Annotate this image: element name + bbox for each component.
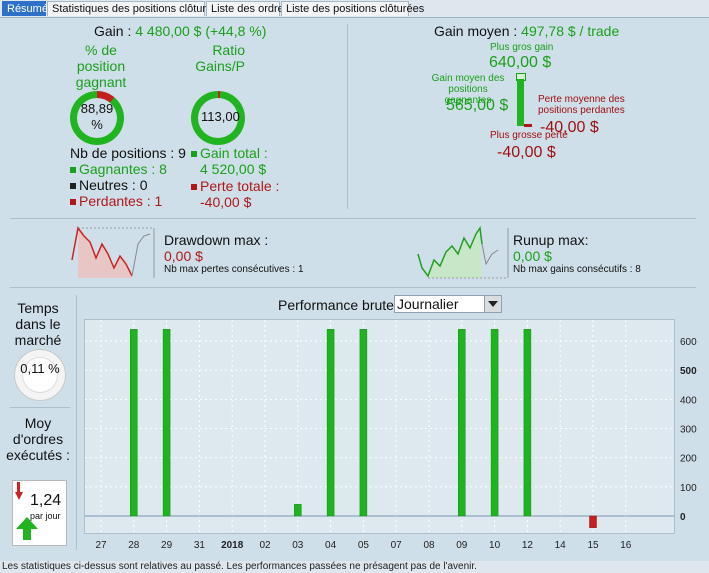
drawdown-title: Drawdown max : bbox=[164, 232, 269, 248]
total-loss-label-text: Perte totale : bbox=[200, 178, 280, 194]
time-in-market-title: Temps dans le marché bbox=[14, 300, 62, 348]
x-tick-label: 02 bbox=[259, 540, 271, 551]
drawdown-sparkline bbox=[71, 226, 155, 278]
x-tick-label: 07 bbox=[391, 540, 403, 551]
x-tick-label: 31 bbox=[194, 540, 206, 551]
tab-closed-position-stats[interactable]: Statistiques des positions clôturées bbox=[47, 1, 224, 16]
positions-count: Nb de positions : 9 bbox=[70, 145, 186, 161]
neutral-count: Neutres : 0 bbox=[70, 177, 147, 193]
period-select[interactable]: Journalier bbox=[394, 295, 502, 313]
y-tick-label: 400 bbox=[680, 395, 697, 406]
avg-losing-label: Perte moyenne des positions perdantes bbox=[538, 94, 625, 116]
x-tick-label: 2018 bbox=[221, 540, 244, 551]
performance-title: Performance brute bbox=[278, 297, 394, 313]
y-tick-label: 300 bbox=[680, 425, 697, 436]
runup-title: Runup max: bbox=[513, 232, 589, 248]
losing-count: Perdantes : 1 bbox=[70, 193, 162, 209]
total-loss-value: -40,00 $ bbox=[200, 194, 252, 210]
y-tick-label: 600 bbox=[680, 337, 697, 348]
avg-orders-value: 1,24 bbox=[30, 492, 62, 509]
winning-pct-value: 88,89 % bbox=[80, 101, 114, 132]
divider-vertical bbox=[76, 295, 77, 550]
divider-horizontal bbox=[10, 407, 70, 408]
total-loss-label: Perte totale : bbox=[191, 178, 279, 194]
biggest-gain-value: 640,00 $ bbox=[489, 54, 552, 71]
tab-resume[interactable]: Résumé bbox=[2, 1, 48, 16]
biggest-loss-label: Plus grosse perte bbox=[490, 130, 568, 141]
gain-value: 4 480,00 $ bbox=[135, 23, 202, 39]
total-gain-label-text: Gain total : bbox=[200, 145, 268, 161]
avg-gain-label: Gain moyen : bbox=[434, 23, 518, 39]
avg-losing-value: -40,00 $ bbox=[540, 119, 599, 136]
time-in-market-value: 0,11 % bbox=[20, 361, 60, 376]
red-square-icon bbox=[70, 199, 76, 206]
y-tick-label: 500 bbox=[680, 366, 697, 377]
avg-winning-value: 565,00 $ bbox=[446, 97, 509, 114]
runup-detail: Nb max gains consécutifs : 8 bbox=[513, 264, 641, 275]
drawdown-value: 0,00 $ bbox=[164, 248, 203, 264]
avg-orders-unit: par jour bbox=[30, 511, 61, 521]
biggest-loss-value: -40,00 $ bbox=[497, 144, 556, 161]
divider-horizontal bbox=[10, 287, 696, 288]
loss-scale-bar bbox=[524, 124, 532, 127]
divider-vertical bbox=[347, 24, 348, 209]
total-gain-value: 4 520,00 $ bbox=[200, 161, 267, 177]
red-square-icon bbox=[191, 184, 197, 191]
tab-closed-positions-list[interactable]: Liste des positions clôturées bbox=[281, 1, 424, 16]
drawdown-detail: Nb max pertes consécutives : 1 bbox=[164, 264, 304, 275]
ratio-value: 113,00 bbox=[201, 109, 240, 124]
gain-scale-bar bbox=[517, 79, 524, 126]
x-tick-label: 04 bbox=[325, 540, 337, 551]
biggest-gain-label: Plus gros gain bbox=[490, 42, 554, 53]
winning-pct-donut bbox=[70, 91, 124, 145]
period-select-value: Journalier bbox=[397, 296, 459, 312]
green-square-icon bbox=[70, 167, 76, 174]
divider-horizontal bbox=[10, 218, 696, 219]
ratio-donut bbox=[191, 91, 245, 145]
winning-pct-title: % de position gagnant bbox=[75, 42, 127, 90]
x-tick-label: 15 bbox=[587, 540, 599, 551]
time-in-market-gauge bbox=[14, 349, 66, 401]
losing-count-label: Perdantes : 1 bbox=[79, 193, 163, 209]
x-tick-label: 03 bbox=[292, 540, 304, 551]
black-square-icon bbox=[70, 183, 76, 190]
runup-value: 0,00 $ bbox=[513, 248, 552, 264]
avg-gain-value: 497,78 $ / trade bbox=[521, 23, 620, 39]
green-square-icon bbox=[191, 151, 197, 158]
winning-count-label: Gagnantes : 8 bbox=[79, 161, 167, 177]
buy-arrow-icon bbox=[16, 517, 38, 540]
total-gain-label: Gain total : bbox=[191, 145, 268, 161]
ratio-title: Ratio Gains/P bbox=[195, 42, 245, 74]
winning-count: Gagnantes : 8 bbox=[70, 161, 167, 177]
performance-chart-area bbox=[84, 319, 675, 534]
x-tick-label: 12 bbox=[522, 540, 534, 551]
y-tick-label: 200 bbox=[680, 454, 697, 465]
avg-winning-label: Gain moyen des positions gagnantes bbox=[431, 73, 505, 106]
neutral-count-label: Neutres : 0 bbox=[79, 177, 148, 193]
x-tick-label: 29 bbox=[161, 540, 173, 551]
x-tick-label: 08 bbox=[423, 540, 435, 551]
x-tick-label: 14 bbox=[555, 540, 567, 551]
gain-summary: Gain : 4 480,00 $ (+44,8 %) bbox=[94, 23, 266, 39]
tab-bar: Résumé Statistiques des positions clôtur… bbox=[0, 0, 709, 18]
runup-sparkline bbox=[417, 225, 509, 279]
x-tick-label: 09 bbox=[456, 540, 468, 551]
avg-orders-title: Moy d'ordres exécutés : bbox=[6, 415, 70, 463]
avg-gain: Gain moyen : 497,78 $ / trade bbox=[434, 23, 619, 39]
x-tick-label: 16 bbox=[620, 540, 632, 551]
chevron-down-icon[interactable] bbox=[484, 296, 501, 312]
x-tick-label: 27 bbox=[95, 540, 107, 551]
gain-percent: (+44,8 %) bbox=[205, 23, 267, 39]
y-tick-label: 100 bbox=[680, 483, 697, 494]
y-tick-label: 0 bbox=[680, 512, 686, 523]
avg-orders-card bbox=[12, 480, 67, 546]
gain-label: Gain : bbox=[94, 23, 132, 39]
x-tick-label: 28 bbox=[128, 540, 140, 551]
disclaimer-footer: Les statistiques ci-dessus sont relative… bbox=[0, 561, 709, 573]
tab-order-list[interactable]: Liste des ordres bbox=[206, 1, 289, 16]
sell-arrow-icon bbox=[15, 482, 23, 500]
x-tick-label: 05 bbox=[358, 540, 370, 551]
x-tick-label: 10 bbox=[489, 540, 501, 551]
